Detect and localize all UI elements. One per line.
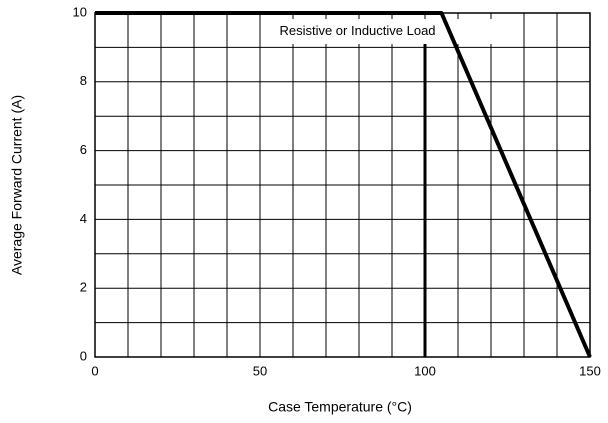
x-axis-label: Case Temperature (°C) — [268, 399, 412, 415]
y-tick-label: 4 — [80, 211, 87, 226]
y-tick-label: 10 — [73, 4, 87, 19]
y-axis-label: Average Forward Current (A) — [9, 95, 25, 275]
x-tick-label: 50 — [253, 363, 267, 378]
x-tick-label: 100 — [414, 363, 436, 378]
x-tick-label: 0 — [91, 363, 98, 378]
y-tick-label: 0 — [80, 348, 87, 363]
annotation-bg — [265, 19, 515, 44]
y-tick-label: 2 — [80, 280, 87, 295]
annotation: Resistive or Inductive Load — [279, 23, 435, 38]
line — [95, 11, 592, 358]
y-tick-label: 8 — [80, 73, 87, 88]
y-tick-label: 6 — [80, 142, 87, 157]
x-tick-label: 150 — [579, 363, 601, 378]
